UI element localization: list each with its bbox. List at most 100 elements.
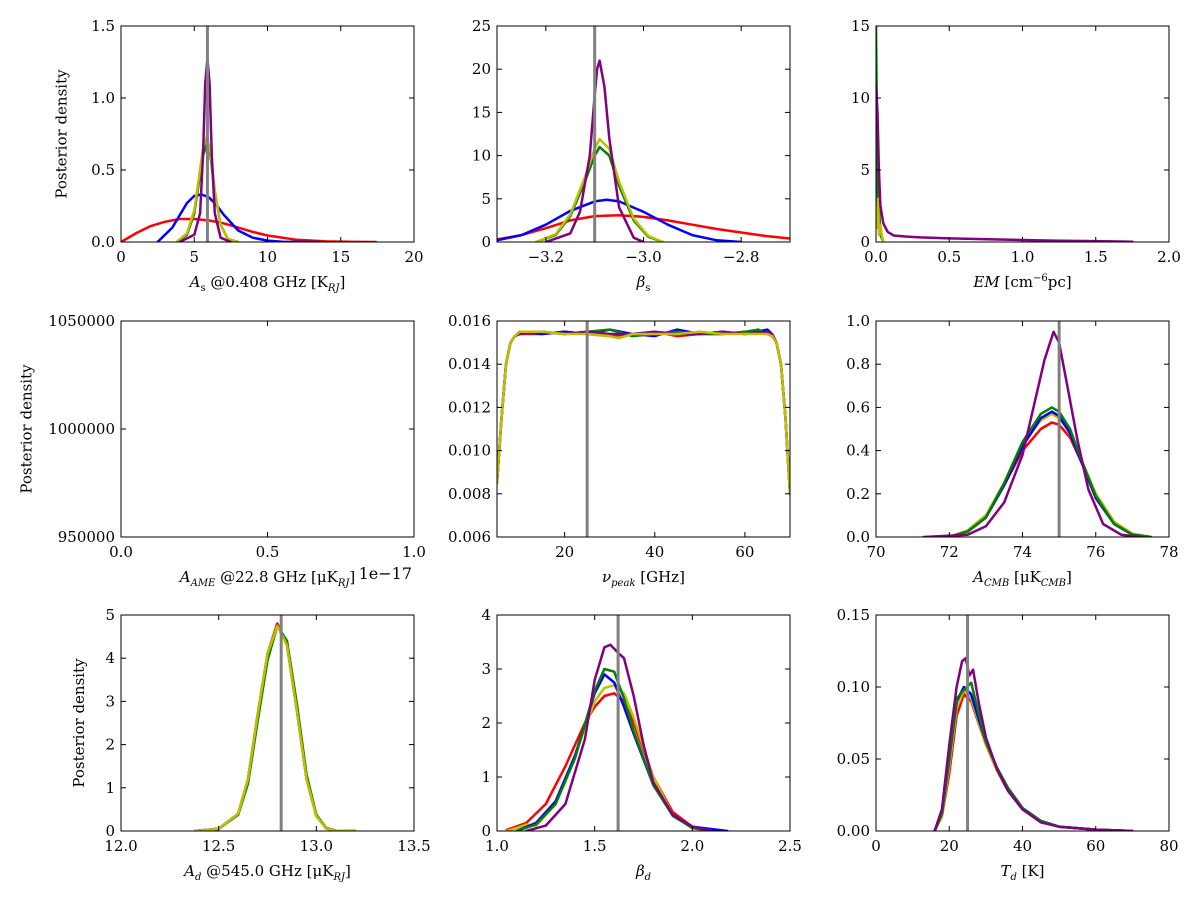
y-tick-label: 0.5 bbox=[91, 161, 115, 179]
x-tick-label: 1.0 bbox=[1011, 248, 1035, 266]
series-line-blue bbox=[193, 624, 357, 831]
y-axis-label: Posterior density bbox=[70, 658, 88, 788]
y-tick-label: 0.016 bbox=[448, 312, 491, 330]
x-tick-label: 72 bbox=[940, 543, 959, 561]
y-tick-label: 1.5 bbox=[91, 17, 115, 35]
y-tick-label: 0.2 bbox=[846, 485, 870, 503]
y-tick-label: 1.0 bbox=[91, 89, 115, 107]
y-tick-label: 0 bbox=[481, 233, 491, 251]
y-tick-label: 0.4 bbox=[846, 442, 870, 460]
axes-frame bbox=[496, 320, 791, 538]
panel-2: −3.2 −3.0 −2.8 0 5 10 15 20 25 βs bbox=[472, 17, 791, 294]
x-tick-label: 60 bbox=[1086, 837, 1105, 855]
y-tick-label: 4 bbox=[105, 649, 115, 667]
y-tick-label: 4 bbox=[481, 606, 491, 624]
x-tick-label: 2.0 bbox=[1157, 248, 1181, 266]
y-tick-label: 0.8 bbox=[846, 355, 870, 373]
x-tick-label: 20 bbox=[940, 837, 959, 855]
y-tick-label: 2 bbox=[481, 714, 491, 732]
series-line-green bbox=[933, 681, 1134, 831]
y-tick-label: 0.05 bbox=[837, 750, 870, 768]
y-tick-label: 15 bbox=[472, 103, 491, 121]
series-line-yellow bbox=[933, 688, 1134, 831]
x-axis-label: βs bbox=[636, 273, 651, 294]
x-axis-label: νpeak [GHz] bbox=[602, 568, 685, 589]
y-tick-label: 5 bbox=[860, 161, 870, 179]
plot-area bbox=[121, 26, 378, 242]
x-tick-label: 2.5 bbox=[778, 837, 802, 855]
axes-frame bbox=[875, 320, 1170, 538]
series-line-red bbox=[497, 213, 790, 241]
series-line-blue bbox=[497, 198, 743, 242]
series-line-blue bbox=[948, 410, 1152, 537]
y-tick-label: 5 bbox=[105, 606, 115, 624]
y-tick-label: 0.10 bbox=[837, 678, 870, 696]
y-tick-label: 3 bbox=[105, 692, 115, 710]
y-tick-label: 0.012 bbox=[448, 398, 491, 416]
series-line-yellow bbox=[505, 683, 714, 831]
y-tick-label: 5 bbox=[481, 190, 491, 208]
x-tick-label: 15 bbox=[331, 248, 350, 266]
x-tick-label: 0 bbox=[116, 248, 126, 266]
y-tick-label: 0.006 bbox=[448, 528, 491, 546]
plot-area bbox=[497, 321, 790, 537]
x-tick-label: 76 bbox=[1086, 543, 1105, 561]
plot-area bbox=[505, 615, 729, 831]
x-tick-label: 13.5 bbox=[397, 837, 430, 855]
axes-frame bbox=[120, 320, 415, 538]
series-line-green bbox=[497, 328, 790, 496]
x-axis-label: EM [cm−6pc] bbox=[972, 273, 1071, 291]
panel-5: 20 40 60 0.006 0.008 0.010 0.012 0.014 0.016 νpea… bbox=[448, 312, 791, 589]
y-axis-label: Posterior density bbox=[17, 364, 35, 494]
y-tick-label: 1.0 bbox=[846, 312, 870, 330]
x-tick-label: 20 bbox=[555, 543, 574, 561]
y-tick-label: 0.010 bbox=[448, 442, 491, 460]
axes-frame bbox=[120, 614, 415, 832]
x-tick-label: 0.0 bbox=[864, 248, 888, 266]
series-line-purple bbox=[497, 330, 790, 496]
y-tick-label: 2 bbox=[105, 736, 115, 754]
y-tick-label: 0.0 bbox=[91, 233, 115, 251]
series-line-blue bbox=[497, 328, 790, 496]
panel-9: 0 20 40 60 80 0.00 0.05 0.10 0.15 Td [K] bbox=[837, 606, 1179, 883]
series-line-green bbox=[948, 406, 1152, 537]
x-tick-label: −2.8 bbox=[723, 248, 759, 266]
y-axis-label: Posterior density bbox=[53, 69, 71, 199]
series-line-blue bbox=[515, 673, 729, 831]
series-line-purple bbox=[544, 59, 645, 242]
panel-7: 12.0 12.5 13.0 13.5 0 1 2 3 4 5 Ad @545.0 GHz [μKR… bbox=[70, 606, 431, 883]
series-line-purple bbox=[922, 330, 1141, 537]
x-tick-label: 1.5 bbox=[583, 837, 607, 855]
panel-8: 1.0 1.5 2.0 2.5 0 1 2 3 4 βd bbox=[481, 606, 801, 883]
x-tick-label: 1.5 bbox=[1084, 248, 1108, 266]
y-tick-label: 0.15 bbox=[837, 606, 870, 624]
y-tick-label: 1 bbox=[481, 768, 491, 786]
x-tick-label: 40 bbox=[1013, 837, 1032, 855]
x-tick-label: −3.2 bbox=[528, 248, 564, 266]
series-line-yellow bbox=[876, 197, 885, 242]
series-line-green bbox=[193, 624, 357, 831]
x-tick-label: 10 bbox=[258, 248, 277, 266]
series-line-purple bbox=[193, 622, 357, 831]
x-tick-label: 80 bbox=[1159, 837, 1178, 855]
y-tick-label: 0.008 bbox=[448, 485, 491, 503]
series-line-purple bbox=[876, 82, 1134, 242]
x-tick-label: 2.0 bbox=[680, 837, 704, 855]
plot-area bbox=[876, 26, 1134, 242]
panel-1: 0 5 10 15 20 0.0 0.5 1.0 1.5 As @0.408 GHz [KRJ] P… bbox=[53, 17, 424, 294]
x-axis-label: Td [K] bbox=[1000, 862, 1044, 883]
y-tick-label: 10 bbox=[851, 89, 870, 107]
x-axis-label: ACMB [μKCMB] bbox=[971, 568, 1072, 589]
x-tick-label: −3.0 bbox=[625, 248, 661, 266]
x-axis-label: Ad @545.0 GHz [μKRJ] bbox=[182, 862, 351, 883]
series-line-green bbox=[534, 145, 665, 242]
x-tick-label: 5 bbox=[189, 248, 199, 266]
x-tick-label: 60 bbox=[735, 543, 754, 561]
series-line-yellow bbox=[497, 330, 790, 496]
x-tick-label: 0.0 bbox=[109, 543, 133, 561]
x-tick-label: 13.0 bbox=[300, 837, 333, 855]
plot-area bbox=[933, 615, 1134, 831]
x-tick-label: 0 bbox=[871, 837, 881, 855]
